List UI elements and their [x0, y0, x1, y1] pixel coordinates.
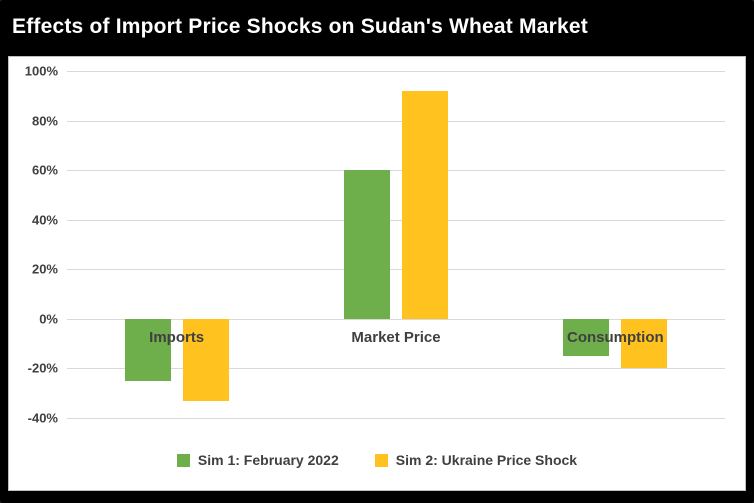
bar-sim-1-imports	[124, 318, 171, 381]
chart-title: Effects of Import Price Shocks on Sudan'…	[12, 15, 588, 38]
y-tick-label: -40%	[27, 410, 58, 426]
y-tick-label: 60%	[31, 162, 58, 178]
y-tick-label: 100%	[24, 63, 58, 79]
gridline	[67, 368, 725, 370]
category-label-imports: Imports	[149, 328, 205, 346]
bar-sim-1-market-price	[344, 170, 390, 319]
bar-sim-2-imports	[182, 318, 229, 401]
gridline	[67, 269, 725, 271]
legend-item-sim-2: Sim 2: Ukraine Price Shock	[374, 452, 578, 468]
chart-legend: Sim 1: February 2022 Sim 2: Ukraine Price…	[9, 448, 745, 472]
plot-area: 100% 80% 60% 40% 20% 0% -20% -40% Imports Market …	[25, 64, 725, 426]
gridline	[67, 219, 725, 221]
gridline	[67, 170, 725, 172]
bar-sim-2-consumption	[621, 318, 668, 369]
legend-swatch	[176, 453, 190, 467]
legend-label: Sim 1: February 2022	[197, 452, 339, 468]
category-label-market-price: Market Price	[351, 328, 441, 346]
legend-swatch	[374, 453, 388, 467]
y-tick-label: 0%	[39, 311, 58, 327]
y-tick-label: -20%	[27, 360, 58, 376]
y-tick-label: 20%	[31, 261, 58, 277]
y-tick-label: 80%	[31, 113, 58, 129]
category-label-consumption: Consumption	[567, 328, 664, 346]
legend-label: Sim 2: Ukraine Price Shock	[395, 452, 578, 468]
chart-panel: 100% 80% 60% 40% 20% 0% -20% -40% Imports Market …	[8, 56, 746, 491]
bar-sim-1-consumption	[563, 318, 610, 357]
gridline	[67, 71, 725, 72]
legend-item-sim-1: Sim 1: February 2022	[176, 452, 339, 468]
gridline	[67, 120, 725, 122]
gridline	[67, 318, 725, 320]
gridline	[67, 418, 725, 419]
y-tick-label: 40%	[31, 212, 58, 228]
bar-sim-2-market-price	[402, 90, 448, 319]
